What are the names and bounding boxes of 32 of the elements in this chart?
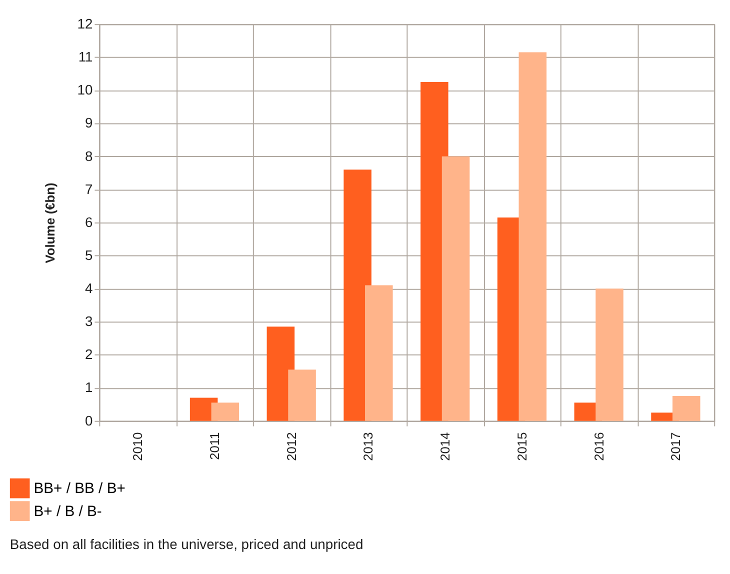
x-tick-label: 2015	[514, 432, 530, 461]
y-axis-title: Volume (€bn)	[42, 182, 58, 264]
y-tick-label: 8	[85, 148, 94, 164]
y-tick-label: 12	[77, 16, 94, 32]
x-tick-label: 2011	[206, 432, 222, 460]
y-tick-label: 3	[85, 313, 94, 330]
y-tick-label: 10	[77, 82, 94, 98]
y-tick-label: 0	[85, 412, 94, 428]
y-tick-label: 4	[85, 280, 94, 296]
bar	[365, 285, 393, 421]
bar	[442, 156, 470, 421]
bar	[288, 370, 316, 421]
bar	[211, 402, 240, 421]
x-tick-label: 2014	[438, 432, 453, 461]
legend-label: B+ / B / B-	[34, 504, 102, 520]
x-tick-label: 2012	[284, 432, 299, 461]
y-tick-label: 11	[78, 48, 94, 65]
x-tick-label: 2016	[591, 432, 606, 461]
bar	[596, 288, 624, 421]
legend-label: BB+ / BB / B+	[34, 481, 126, 498]
bar	[672, 396, 700, 421]
bar	[518, 52, 547, 421]
x-tick-label: 2010	[130, 432, 146, 461]
y-tick-label: 6	[85, 214, 94, 230]
y-tick-label: 2	[85, 346, 94, 362]
text: Based on all facilities in the universe, priced and unpriced	[10, 536, 364, 552]
y-tick-label: 9	[85, 114, 94, 131]
y-tick-label: 1	[85, 379, 94, 396]
x-tick-label: 2017	[668, 432, 684, 461]
y-tick-label: 7	[85, 180, 94, 197]
y-tick-label: 5	[85, 246, 94, 263]
x-tick-label: 2013	[360, 432, 376, 461]
